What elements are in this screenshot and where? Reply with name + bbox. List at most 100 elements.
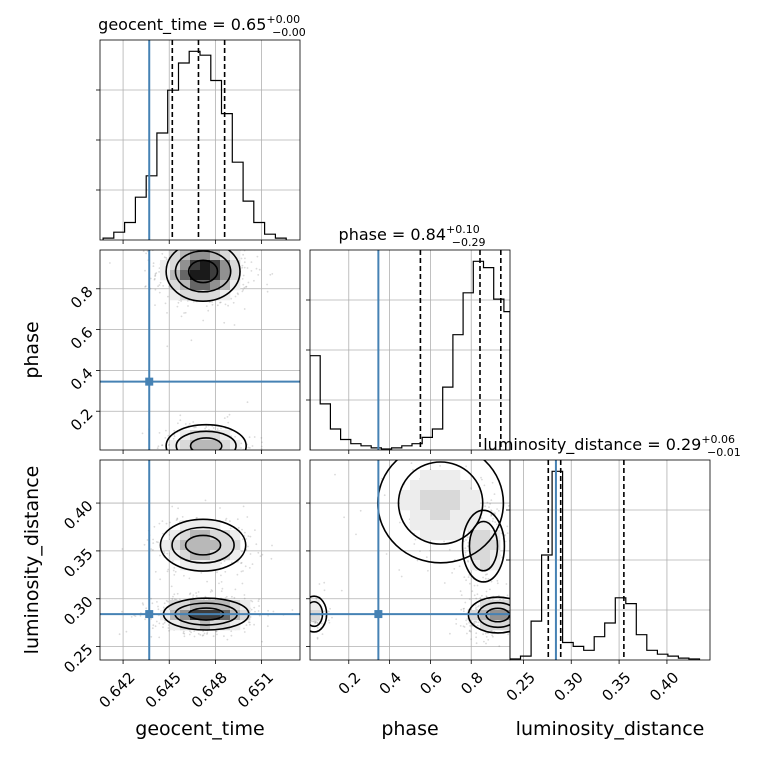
sample-point [225,517,228,520]
sample-point [443,540,445,543]
sample-point [232,468,234,470]
sample-point [450,446,452,448]
sample-point [141,432,144,435]
sample-point [462,608,465,610]
sample-point [212,455,214,457]
sample-point [251,563,254,565]
sample-point [154,570,157,573]
sample-point [462,625,465,628]
sample-point [150,635,153,638]
density-cell [200,440,211,450]
sample-point [486,573,488,575]
density-cell [180,620,191,631]
sample-point [519,635,521,637]
x-tick-label-luminosity_distance: 0.25 [503,668,539,704]
sample-point [156,601,158,603]
sample-point [242,283,245,286]
density-cell [180,260,191,271]
injection-marker [374,610,383,619]
sample-point [255,543,258,546]
sample-point [185,247,187,249]
sample-point [152,624,155,627]
sample-point [484,573,487,576]
sample-point [307,595,309,597]
sample-point [496,579,499,582]
sample-point [305,624,307,626]
sample-point [186,461,188,463]
sample-point [272,247,274,249]
sample-point [321,633,324,635]
sample-point [242,538,244,541]
sample-point [490,514,493,516]
density-cell [450,470,461,481]
sample-point [125,630,128,633]
sample-point [518,621,520,623]
sample-point [298,631,300,633]
sample-point [154,625,157,628]
sample-point [315,620,317,623]
sample-point [187,473,189,475]
sample-point [429,549,432,552]
sample-point [496,582,499,585]
density-cell [180,610,191,621]
sample-point [209,467,211,469]
sample-point [154,304,156,306]
sample-point [485,642,487,645]
sample-point [484,505,487,508]
sample-point [498,645,501,648]
sample-point [515,619,517,621]
sample-point [515,611,517,613]
sample-point [270,557,273,560]
sample-point [162,623,165,625]
sample-point [271,544,273,547]
sample-point [517,603,519,605]
sample-point [243,266,246,269]
sample-point [109,262,111,264]
sample-point [239,460,241,462]
sample-point [163,550,165,553]
sample-point [234,229,236,231]
sample-point [212,635,215,638]
sample-point [232,453,234,455]
sample-point [186,451,188,453]
sample-point [410,462,413,464]
sample-point [516,601,518,603]
sample-point [179,598,181,601]
histogram-luminosity_distance [510,470,701,660]
sample-point [192,300,195,303]
sample-point [398,521,401,524]
sample-point [185,456,187,458]
sample-point [506,594,509,597]
sample-point [178,451,180,453]
sample-point [159,554,161,557]
sample-point [257,274,260,276]
sample-point [209,245,211,247]
x-tick-label-phase: 0.2 [335,668,365,698]
sample-point [383,494,386,497]
sample-point [249,447,251,449]
sample-point [241,266,244,269]
sample-point [167,600,169,603]
sample-point [516,637,518,639]
sample-point [247,446,250,449]
sample-point [145,252,148,255]
sample-point [194,451,196,453]
sample-point [177,422,179,425]
sample-point [266,290,269,293]
sample-point [260,437,263,439]
sample-point [506,532,509,534]
sample-point [305,604,307,606]
sample-point [520,614,522,616]
sample-point [334,473,336,476]
contour-line [461,509,506,583]
sample-point [237,293,240,296]
sample-point [318,583,321,585]
sample-point [490,509,493,512]
sample-point [134,615,137,617]
sample-point [217,458,219,460]
density-panel-geocent_time-luminosity_distance [100,460,300,660]
sample-point [157,285,160,288]
sample-point [187,305,189,307]
panel-title-geocent_time: geocent_time = 0.65+0.00 −0.00 [98,13,306,39]
sample-point [177,507,180,510]
